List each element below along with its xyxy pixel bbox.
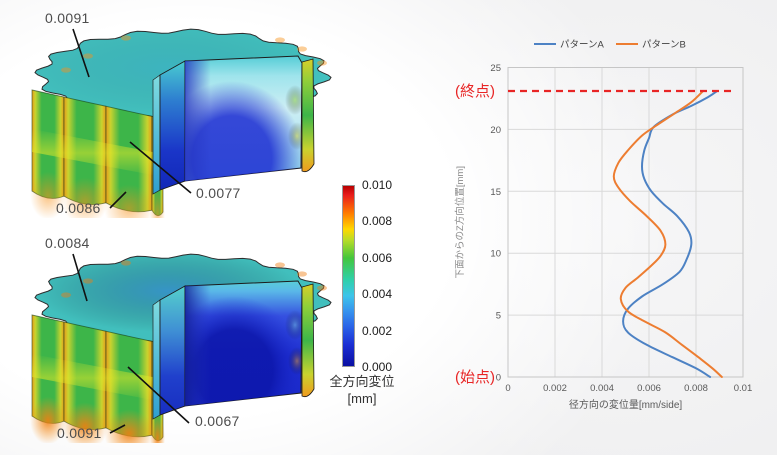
y-tick-label: 10 xyxy=(490,249,501,260)
annotation-callout-line xyxy=(72,28,90,78)
series-line xyxy=(612,90,723,378)
colorbar-tick-label: 0.010 xyxy=(362,178,393,192)
gear-model-pattern-b xyxy=(30,253,332,443)
model-annotation-value: 0.0067 xyxy=(195,413,240,429)
annotation-callout-line xyxy=(127,366,190,424)
model-annotation-value: 0.0084 xyxy=(45,235,90,251)
gear-rim-tooth xyxy=(301,58,315,173)
plot-area xyxy=(507,67,744,378)
x-tick-label: 0.004 xyxy=(590,383,614,394)
x-tick-label: 0.01 xyxy=(734,383,753,394)
colorbar-caption-title: 全方向変位 xyxy=(329,374,395,389)
colorbar-tick-label: 0.004 xyxy=(362,287,393,302)
y-tick-label: 20 xyxy=(490,125,501,136)
model-annotation-value: 0.0086 xyxy=(56,200,101,216)
x-tick-label: 0.002 xyxy=(543,383,567,394)
x-axis-title: 径方向の変位量[mm/side] xyxy=(569,398,683,411)
series-line xyxy=(622,90,719,378)
legend-label: パターンB xyxy=(642,40,686,51)
colorbar-tick-label: 0.008 xyxy=(362,214,393,229)
model-annotation-value: 0.0077 xyxy=(196,185,241,201)
y-tick-label: 5 xyxy=(496,311,501,322)
y-tick-label: 0 xyxy=(496,373,501,384)
x-tick-label: 0.006 xyxy=(637,383,661,394)
annotation-callout-line xyxy=(129,141,192,194)
profile-endpoint-label: (始点) xyxy=(455,369,495,386)
x-tick-label: 0.008 xyxy=(684,383,708,394)
annotation-callout-line xyxy=(109,191,127,209)
colorbar-caption: 全方向変位 [mm] xyxy=(312,373,412,407)
y-tick-label: 15 xyxy=(490,187,501,198)
gear-cut-wall xyxy=(159,285,186,416)
colorbar-gradient xyxy=(342,185,355,367)
gear-rim-tooth xyxy=(301,283,315,398)
x-tick-label: 0 xyxy=(505,383,510,394)
model-annotation-value: 0.0091 xyxy=(57,425,102,441)
colorbar-tick-label: 0.000 xyxy=(362,360,393,374)
annotation-callout-line xyxy=(72,253,88,302)
y-axis-title: 下面からのZ方向位置[mm] xyxy=(454,166,466,278)
y-tick-label: 25 xyxy=(490,63,501,74)
colorbar-tick-label: 0.002 xyxy=(362,323,393,338)
legend-label: パターンA xyxy=(560,40,605,51)
model-annotation-value: 0.0091 xyxy=(45,10,90,26)
gear-model-pattern-a xyxy=(30,28,332,218)
colorbar-caption-unit: [mm] xyxy=(347,391,377,406)
profile-endpoint-label: (終点) xyxy=(455,83,495,100)
colorbar-tick-label: 0.006 xyxy=(362,250,393,265)
displacement-line-chart: 0 5 10 15 20 25 0 0.002 0.004 0.006 0.008 0.01 径方向の変… xyxy=(454,40,753,412)
annotation-callout-line xyxy=(109,424,126,434)
